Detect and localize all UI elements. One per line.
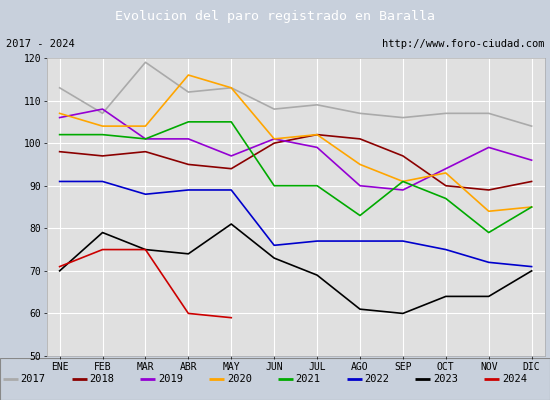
Text: 2019: 2019 (158, 374, 183, 384)
Text: 2018: 2018 (89, 374, 114, 384)
Text: 2017: 2017 (21, 374, 46, 384)
Text: 2017 - 2024: 2017 - 2024 (6, 39, 74, 49)
Text: 2022: 2022 (364, 374, 389, 384)
Text: 2024: 2024 (502, 374, 527, 384)
Text: 2021: 2021 (296, 374, 321, 384)
Text: 2020: 2020 (227, 374, 252, 384)
Text: Evolucion del paro registrado en Baralla: Evolucion del paro registrado en Baralla (115, 10, 435, 23)
Text: 2023: 2023 (433, 374, 458, 384)
Text: http://www.foro-ciudad.com: http://www.foro-ciudad.com (382, 39, 544, 49)
